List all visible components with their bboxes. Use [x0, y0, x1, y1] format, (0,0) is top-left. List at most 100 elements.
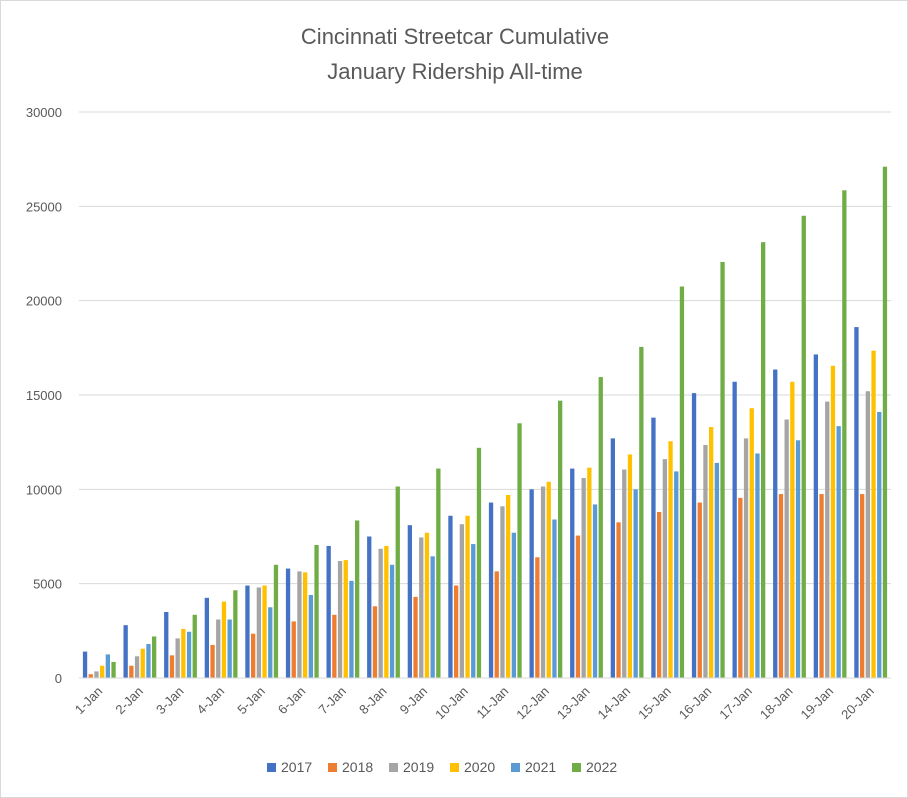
bar-2018-9-Jan — [413, 596, 418, 678]
y-axis-ticks: 0 5000 10000 15000 20000 25000 30000 — [26, 105, 62, 686]
bar-2022-18-Jan — [801, 215, 806, 678]
bar-2020-13-Jan — [587, 467, 592, 678]
bar-2021-11-Jan — [511, 532, 516, 678]
bar-2018-3-Jan — [169, 655, 175, 678]
bar-2017-5-Jan — [245, 585, 250, 678]
bar-2017-9-Jan — [407, 525, 412, 678]
bar-2019-20-Jan — [865, 391, 870, 678]
bar-2022-20-Jan — [882, 166, 888, 678]
bar-2019-8-Jan — [378, 548, 383, 678]
bar-2017-2-Jan — [123, 625, 128, 678]
x-tick-label: 17-Jan — [716, 684, 755, 723]
bar-2020-7-Jan — [343, 560, 348, 678]
bars — [82, 166, 888, 679]
bar-2020-12-Jan — [546, 481, 551, 678]
y-tick-label: 5000 — [33, 577, 62, 592]
bar-2022-17-Jan — [761, 242, 766, 678]
bar-2017-8-Jan — [367, 536, 372, 678]
bar-2020-18-Jan — [790, 381, 795, 678]
bar-2019-13-Jan — [581, 478, 586, 678]
bar-2019-5-Jan — [256, 587, 261, 678]
x-tick-label: 19-Jan — [798, 684, 837, 723]
bar-2019-2-Jan — [134, 656, 140, 678]
bar-2020-14-Jan — [627, 454, 633, 678]
bar-2017-6-Jan — [285, 568, 291, 678]
y-tick-label: 0 — [55, 671, 62, 686]
chart-title-line-1: Cincinnati Streetcar Cumulative — [301, 24, 609, 49]
bar-2017-11-Jan — [488, 502, 494, 678]
bar-2019-12-Jan — [540, 486, 546, 678]
y-tick-label: 10000 — [26, 482, 62, 497]
bar-2019-19-Jan — [825, 401, 830, 678]
bar-2021-5-Jan — [268, 607, 273, 678]
bar-2021-17-Jan — [755, 453, 760, 678]
bar-2019-14-Jan — [622, 469, 627, 678]
y-tick-label: 25000 — [26, 199, 62, 214]
legend-label-2021: 2021 — [525, 759, 556, 775]
bar-2022-16-Jan — [720, 261, 725, 678]
bar-2017-13-Jan — [570, 468, 575, 678]
bar-2019-1-Jan — [94, 671, 99, 678]
bar-2019-18-Jan — [784, 419, 789, 678]
bar-2020-1-Jan — [100, 665, 105, 678]
bar-2022-14-Jan — [639, 346, 644, 678]
x-tick-label: 9-Jan — [397, 684, 431, 718]
bar-2018-12-Jan — [535, 557, 540, 678]
bar-2020-3-Jan — [181, 628, 186, 678]
bar-2021-4-Jan — [227, 619, 232, 678]
legend-swatch-2018 — [328, 763, 337, 772]
bar-2019-10-Jan — [459, 524, 464, 678]
x-tick-label: 12-Jan — [513, 684, 552, 723]
legend-label-2018: 2018 — [342, 759, 373, 775]
bar-2022-9-Jan — [436, 468, 441, 678]
bar-2021-8-Jan — [389, 564, 395, 678]
bar-2022-19-Jan — [842, 190, 847, 679]
bar-2017-17-Jan — [732, 381, 737, 678]
bar-2022-3-Jan — [192, 614, 197, 678]
x-tick-label: 3-Jan — [153, 684, 187, 718]
bar-2020-9-Jan — [424, 532, 430, 678]
bar-2021-19-Jan — [836, 426, 841, 678]
bar-2017-3-Jan — [164, 611, 169, 678]
bar-2021-7-Jan — [349, 580, 354, 678]
bar-2017-18-Jan — [773, 369, 778, 678]
bar-2017-20-Jan — [854, 327, 859, 678]
bar-2019-6-Jan — [297, 571, 302, 678]
bar-2022-2-Jan — [152, 636, 157, 678]
bar-2020-6-Jan — [303, 572, 308, 678]
bar-2018-5-Jan — [251, 633, 256, 678]
bar-2020-17-Jan — [749, 408, 754, 678]
bar-2020-11-Jan — [506, 494, 511, 678]
legend-label-2022: 2022 — [586, 759, 617, 775]
bar-2018-20-Jan — [860, 494, 865, 678]
bar-2018-16-Jan — [697, 502, 702, 678]
bar-2022-15-Jan — [679, 286, 685, 678]
legend-swatch-2017 — [267, 763, 276, 772]
bar-2019-9-Jan — [419, 537, 424, 678]
legend-swatch-2022 — [572, 763, 581, 772]
x-tick-label: 7-Jan — [315, 684, 349, 718]
x-tick-label: 11-Jan — [473, 684, 511, 722]
legend-swatch-2020 — [450, 763, 459, 772]
bar-2019-11-Jan — [500, 506, 505, 678]
bar-2022-11-Jan — [517, 423, 522, 678]
bar-2019-17-Jan — [743, 438, 749, 678]
bar-2017-19-Jan — [813, 354, 818, 678]
bar-2017-14-Jan — [610, 438, 615, 678]
bar-2022-6-Jan — [314, 544, 319, 678]
bar-2022-13-Jan — [598, 377, 603, 678]
bar-2021-3-Jan — [186, 631, 192, 678]
bar-2019-15-Jan — [662, 459, 667, 678]
bar-2021-6-Jan — [308, 594, 313, 678]
gridlines — [79, 111, 891, 585]
bar-2020-5-Jan — [262, 585, 267, 678]
bar-2017-16-Jan — [691, 393, 697, 678]
bar-2021-9-Jan — [430, 556, 435, 678]
bar-2021-20-Jan — [877, 411, 882, 678]
legend-swatch-2019 — [389, 763, 398, 772]
chart-title-line-2: January Ridership All-time — [327, 59, 583, 84]
x-tick-label: 2-Jan — [112, 684, 146, 718]
bar-2018-11-Jan — [494, 571, 499, 678]
bar-2020-20-Jan — [871, 350, 876, 678]
